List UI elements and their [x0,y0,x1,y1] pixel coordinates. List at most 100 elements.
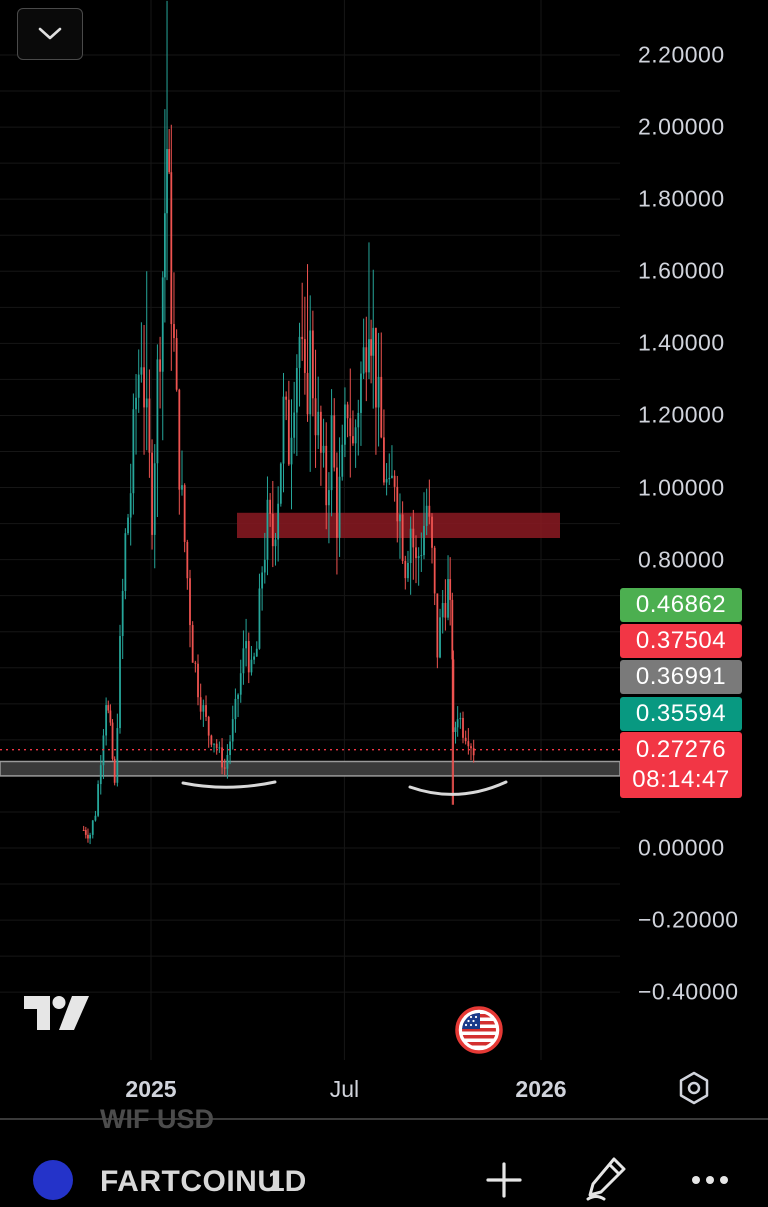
candle-body [124,533,127,592]
price-badge: 0.37504 [620,624,742,658]
candle-body [328,490,330,506]
symbol-name[interactable]: FARTCOINU [100,1165,280,1198]
candle-body [153,463,156,535]
candle-body [470,746,472,749]
bottom-arc-left [181,780,277,789]
candle-body [436,593,439,658]
candle-body [145,398,148,408]
candle-body [205,705,207,717]
candle-body [231,719,234,742]
pencil-icon[interactable] [582,1154,630,1207]
candle-body [362,347,365,374]
chevron-down-icon [38,27,62,40]
candle-body [467,741,470,747]
price-tick-label: 0.80000 [638,546,725,573]
gear-hexagon-icon[interactable] [676,1070,712,1111]
price-badge: 0.35594 [620,697,742,731]
candle-body [207,716,210,736]
candle-body [215,743,218,749]
candle-body [333,415,336,468]
candle-body [89,834,91,839]
candle-body [370,339,373,356]
candle-body [245,641,247,649]
candle-body [447,579,449,618]
candle-body [82,829,85,831]
price-tick-label: 1.20000 [638,401,725,428]
candle-body [383,437,385,483]
price-badge: 0.36991 [620,660,742,694]
interval-selector[interactable]: 1D [268,1165,307,1198]
candle-body [368,339,370,373]
candle-body [84,830,87,835]
price-chart[interactable] [0,0,620,1060]
candle-body [168,149,171,173]
candle-body [143,367,145,408]
bottom-arc-right [408,780,508,796]
candle-body [472,748,475,756]
candle-body [199,697,202,712]
candle-body [237,694,239,699]
candle-body [290,437,293,465]
candle-body [247,641,250,673]
price-tick-label: 1.60000 [638,257,725,284]
candle-body [309,330,312,415]
candle-body [178,389,181,490]
candle-body [181,485,183,490]
candle-body [109,710,112,723]
candle-body [229,741,231,755]
candle-body [277,503,280,540]
candle-body [393,475,396,487]
candle-body [255,648,258,657]
candle-body [409,528,412,563]
time-tick-label: Jul [329,1076,360,1102]
candle-body [159,359,161,372]
candle-body [94,815,97,821]
candle-body [271,513,274,547]
candle-body [111,722,114,759]
candle-body [399,514,401,522]
candle-body [462,717,464,738]
candle-body [330,415,333,491]
price-tick-label: 0.00000 [638,834,725,861]
candle-body [107,705,110,711]
candle-body [183,485,186,542]
us-flag-icon[interactable] [455,1006,503,1054]
candle-body [425,505,428,526]
plus-icon[interactable] [484,1160,524,1205]
candle-body [344,404,346,445]
candle-body [456,719,459,728]
candle-body [135,397,137,410]
candle-body [161,277,164,372]
candle-body [119,636,121,729]
dropdown-button[interactable] [17,8,83,60]
candle-body [113,758,116,783]
candle-body [352,436,354,444]
chart-pane[interactable] [0,0,620,1060]
candle-body [319,411,322,453]
candle-body [401,514,404,561]
more-horizontal-icon[interactable] [690,1160,730,1205]
candle-body [226,754,229,769]
price-tick-label: 1.80000 [638,185,725,212]
panel-divider [0,1118,768,1120]
time-tick-label: 2025 [125,1076,177,1102]
candle-body [263,559,266,573]
candle-body [404,560,407,579]
time-axis[interactable]: 2025 Jul 2026 [0,1060,768,1118]
candle-body [423,525,425,556]
candle-body [223,767,226,769]
candle-body [311,330,314,399]
candle-body [116,728,119,783]
price-tick-label: 1.40000 [638,329,725,356]
candle-body [431,516,433,548]
candle-body [189,578,191,626]
symbol-logo-icon[interactable] [33,1160,73,1200]
candle-body [242,648,245,674]
candle-body [121,591,124,637]
candle-body [439,617,441,658]
support-zone [0,760,620,777]
candle-body [303,339,306,373]
candle-body [420,555,423,557]
candle-body [105,705,108,736]
price-axis[interactable]: 2.20000 2.00000 1.80000 1.60000 1.40000 1.200… [620,0,768,1060]
